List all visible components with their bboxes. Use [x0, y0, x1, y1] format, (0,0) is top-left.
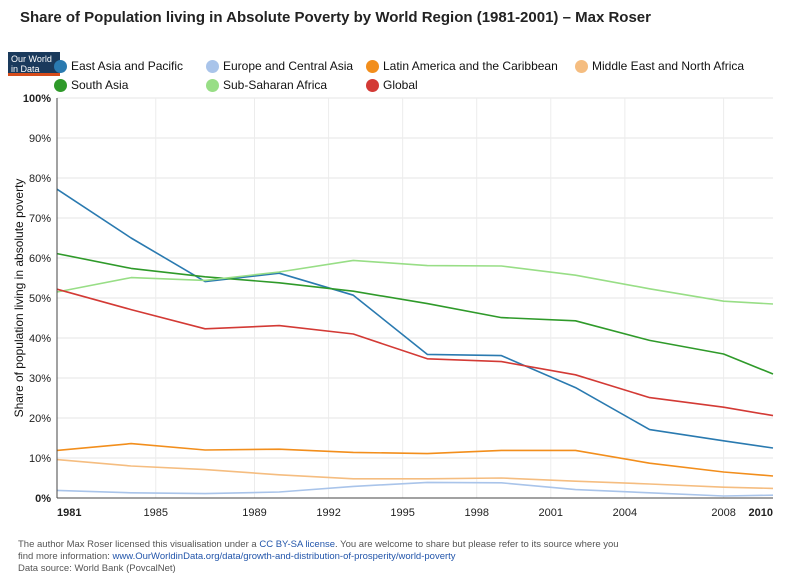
- x-tick-label: 2008: [711, 507, 735, 519]
- footer-text-1a: The author Max Roser licensed this visua…: [18, 539, 260, 550]
- legend-label: Middle East and North Africa: [592, 59, 745, 73]
- series-line-europe-and-central-asia[interactable]: [56, 481, 774, 497]
- y-tick-label: 0%: [35, 493, 51, 505]
- legend-label: Latin America and the Caribbean: [383, 59, 558, 73]
- series-line-south-asia[interactable]: [56, 252, 774, 375]
- series-lines: [56, 188, 774, 497]
- legend-item-sub-saharan-africa[interactable]: Sub-Saharan Africa: [206, 78, 327, 92]
- legend-label: Sub-Saharan Africa: [223, 78, 328, 92]
- x-tick-label: 2001: [539, 507, 563, 519]
- legend-marker-icon: [366, 59, 379, 73]
- x-tick-label: 1989: [242, 507, 266, 519]
- legend-marker-icon: [206, 59, 219, 73]
- series-line-global[interactable]: [56, 288, 774, 417]
- y-tick-label: 70%: [29, 213, 51, 225]
- y-axis-ticks: 0% 10% 20% 30% 40% 50% 60% 70% 80% 90% 100%: [23, 93, 51, 505]
- footer-text-1b: . You are welcome to share but please re…: [335, 539, 619, 550]
- legend-label: South Asia: [71, 78, 129, 92]
- legend-label: East Asia and Pacific: [71, 59, 184, 73]
- y-tick-label: 30%: [29, 373, 51, 385]
- x-tick-label: 1995: [390, 507, 414, 519]
- source-link[interactable]: www.OurWorldinData.org/data/growth-and-d…: [112, 551, 456, 562]
- legend-item-global[interactable]: Global: [366, 78, 418, 92]
- x-tick-label: 2004: [613, 507, 637, 519]
- footer-text-2a: find more information:: [18, 551, 113, 562]
- series-line-latin-america-and-the-caribbean[interactable]: [56, 442, 774, 477]
- y-axis-label: Share of population living in absolute p…: [12, 179, 26, 418]
- y-tick-label: 40%: [29, 333, 51, 345]
- y-tick-label: 80%: [29, 173, 51, 185]
- y-tick-label: 60%: [29, 253, 51, 265]
- y-tick-label: 20%: [29, 413, 51, 425]
- x-tick-label: 2010: [749, 507, 773, 519]
- legend-item-middle-east-and-north-africa[interactable]: Middle East and North Africa: [575, 59, 744, 73]
- logo-line-1: Our World: [11, 54, 52, 64]
- data-source: Data source: World Bank (PovcalNet): [18, 563, 176, 574]
- license-link[interactable]: CC BY-SA license: [259, 539, 336, 550]
- our-world-in-data-logo[interactable]: Our World in Data: [8, 52, 60, 76]
- legend-label: Global: [383, 78, 418, 92]
- legend-item-south-asia[interactable]: South Asia: [54, 78, 128, 92]
- y-tick-label: 100%: [23, 93, 51, 105]
- y-tick-label: 90%: [29, 133, 51, 145]
- gridlines: [57, 97, 773, 498]
- series-line-east-asia-and-pacific[interactable]: [56, 188, 774, 449]
- legend-item-east-asia-and-pacific[interactable]: East Asia and Pacific: [54, 59, 183, 73]
- y-tick-label: 50%: [29, 293, 51, 305]
- line-chart: 0%10%20%30%40%50%60%70%80%90%100% 1981 19…: [12, 93, 774, 519]
- footer-attribution: The author Max Roser licensed this visua…: [18, 539, 778, 575]
- series-line-sub-saharan-africa[interactable]: [56, 259, 774, 305]
- chart-title: Share of Population living in Absolute P…: [20, 9, 651, 26]
- x-tick-label: 1992: [316, 507, 340, 519]
- x-axis-ticks: 1981 1985 1989 1992 1995 1998 2001 2004 2008 2010: [57, 507, 773, 519]
- x-tick-label: 1981: [57, 507, 81, 519]
- legend-item-latin-america-and-the-caribbean[interactable]: Latin America and the Caribbean: [366, 59, 558, 73]
- legend-item-europe-and-central-asia[interactable]: Europe and Central Asia: [206, 59, 353, 73]
- legend-marker-icon: [206, 78, 219, 92]
- legend-marker-icon: [366, 78, 379, 92]
- x-tick-label: 1985: [144, 507, 168, 519]
- series-line-middle-east-and-north-africa[interactable]: [56, 458, 774, 490]
- logo-line-2: in Data: [11, 64, 40, 74]
- y-tick-label: 10%: [29, 453, 51, 465]
- legend-label: Europe and Central Asia: [223, 59, 354, 73]
- legend-marker-icon: [54, 78, 67, 92]
- legend-marker-icon: [575, 59, 588, 73]
- x-tick-label: 1998: [464, 507, 488, 519]
- legend-marker-icon: [54, 59, 67, 73]
